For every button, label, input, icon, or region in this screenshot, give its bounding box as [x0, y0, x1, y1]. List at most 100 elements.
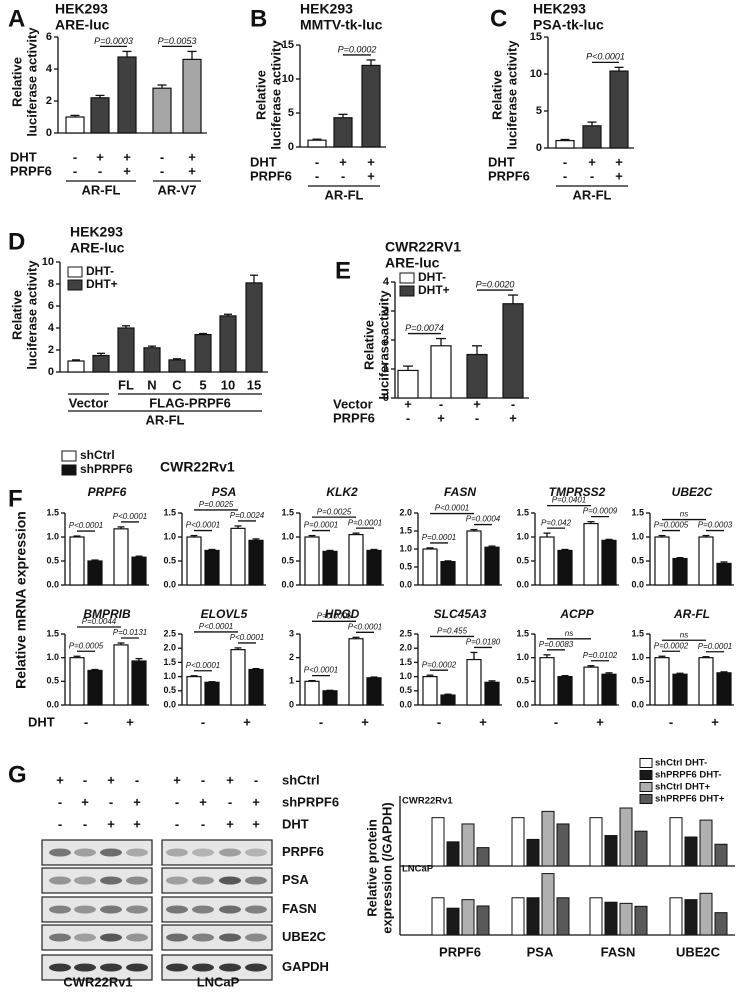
legend-label: shPRPF6 [80, 462, 133, 476]
group-label: AR-FL [325, 187, 364, 202]
blot-band [219, 848, 241, 857]
legend-label: shCtrl DHT+ [655, 782, 711, 793]
bar [619, 902, 633, 936]
significance-label: P=0.0002 [422, 660, 457, 669]
protein-label: PSA [282, 872, 309, 887]
significance-label: P=0.0044 [82, 617, 117, 626]
condition-mark: - [554, 714, 558, 729]
condition-mark: - [228, 794, 232, 809]
bar [604, 835, 618, 867]
x-tick-label: 5 [199, 377, 206, 392]
cell-line-label: LNCaP [197, 974, 240, 989]
significance-label: P=0.0009 [583, 507, 618, 516]
bar [440, 694, 456, 706]
blot-band [245, 963, 267, 972]
blot-band [245, 905, 267, 914]
bar [248, 668, 264, 706]
y-tick-label: 5 [536, 105, 542, 117]
bar [589, 817, 603, 867]
y-tick-label: 1.0 [631, 531, 644, 541]
legend-label: DHT- [418, 270, 446, 284]
bar [304, 680, 320, 706]
y-tick-label: 1.0 [516, 652, 529, 662]
condition-mark: - [160, 163, 164, 178]
condition-mark: + [107, 816, 115, 831]
y-tick-label: 0.5 [46, 676, 59, 686]
y-tick-label: 1.5 [163, 657, 176, 667]
x-tick-label: C [172, 377, 182, 392]
significance-label: P=0.0005 [69, 641, 104, 650]
bar [446, 907, 460, 936]
bar [322, 690, 338, 706]
bar [484, 681, 500, 706]
significance-label: P=0.0001 [348, 518, 382, 527]
condition-mark: - [406, 410, 410, 425]
subplot-title: FASN [444, 485, 476, 499]
bar [716, 672, 732, 706]
bar [466, 530, 482, 586]
y-tick-label: 0.0 [46, 699, 59, 709]
significance-label: ns [680, 510, 688, 519]
x-tick-label: UBE2C [676, 944, 721, 959]
condition-mark: - [341, 168, 345, 183]
subplot-title: AR-FL [673, 607, 710, 621]
significance-label: P=0.0002 [654, 641, 689, 650]
bar [601, 539, 617, 586]
y-axis-label: Relative [253, 70, 268, 120]
blot-band [74, 905, 96, 914]
y-tick-label: 0.0 [631, 579, 644, 589]
panel-letter: G [8, 761, 27, 788]
legend-swatch [67, 279, 83, 291]
subplot-title: LNCaP [402, 864, 434, 875]
panel-letter: F [8, 485, 23, 512]
y-axis-label: Relative protein [364, 819, 379, 917]
bar [307, 139, 327, 148]
significance-label: P<0.0001 [586, 52, 625, 62]
condition-mark: + [252, 794, 260, 809]
significance-label: P=0.0005 [317, 611, 352, 620]
subplot-title: HPGD [325, 607, 360, 621]
blot-band [100, 876, 122, 885]
bar [113, 644, 129, 706]
y-tick-label: 15 [530, 31, 542, 43]
y-tick-label: 0 [536, 142, 542, 154]
bar [186, 675, 202, 706]
y-axis-label: Relative mRNA expression [13, 511, 29, 689]
y-tick-label: 0 [289, 699, 294, 709]
y-tick-label: 0.5 [163, 555, 176, 565]
blot-band [126, 933, 148, 942]
bar [168, 359, 186, 373]
y-tick-label: 2 [46, 95, 52, 107]
chart-title: PSA-tk-luc [533, 17, 604, 33]
chart-title: HEK293 [300, 1, 353, 17]
condition-mark: - [439, 396, 443, 411]
bar [699, 819, 713, 867]
blot-band [166, 905, 188, 914]
condition-mark: - [160, 149, 164, 164]
y-axis-label: expression (/GAPDH) [379, 802, 394, 933]
cell-line-label: CWR22Rv1 [63, 974, 132, 989]
bar [634, 830, 648, 867]
y-tick-label: 2 [289, 652, 294, 662]
y-tick-label: 2.0 [399, 643, 412, 653]
bar [430, 345, 452, 399]
significance-label: P=0.0005 [654, 521, 689, 530]
condition-mark: + [123, 149, 131, 164]
blot-band [166, 876, 188, 885]
bar [440, 560, 456, 586]
chart-title: CWR22RV1 [385, 239, 461, 255]
bar [461, 899, 475, 936]
condition-mark: + [133, 794, 141, 809]
bar [219, 315, 237, 373]
condition-mark: + [367, 154, 375, 169]
x-tick-label: PRPF6 [439, 944, 481, 959]
subplot-title: KLK2 [326, 485, 358, 499]
condition-mark: + [596, 714, 604, 729]
significance-label: P=0.0001 [698, 642, 732, 651]
blot-band [192, 848, 214, 857]
condition-mark: + [107, 772, 115, 787]
bar [476, 905, 490, 936]
significance-label: P=0.0004 [466, 515, 501, 524]
y-tick-label: 0 [48, 366, 54, 378]
condition-mark: + [615, 154, 623, 169]
